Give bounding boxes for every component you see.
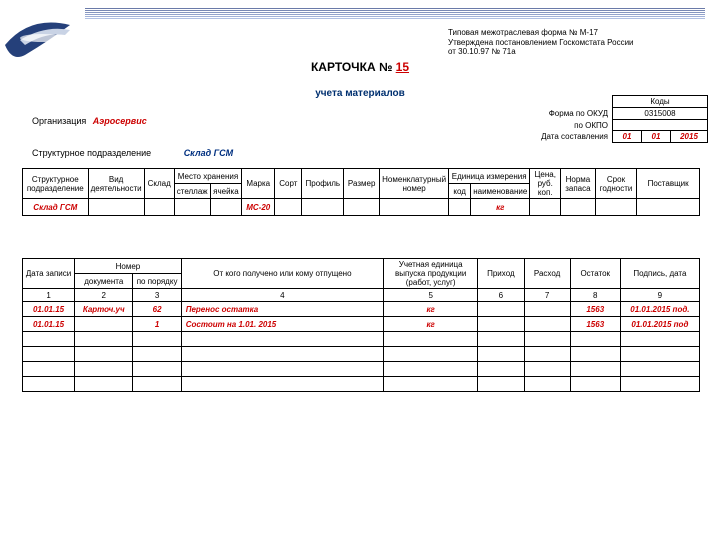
t2-colnum-row: 1 2 3 4 5 6 7 8 9 bbox=[23, 289, 700, 302]
t1-h-dept: Структурное подразделение bbox=[23, 169, 89, 199]
date-month: 01 bbox=[642, 131, 671, 143]
date-day: 01 bbox=[613, 131, 642, 143]
t1-h-brand: Марка bbox=[242, 169, 275, 199]
codes-box: Коды Форма по ОКУД0315008 по ОКПО Дата с… bbox=[536, 95, 708, 143]
movements-table: Дата записи Номер От кого получено или к… bbox=[22, 258, 700, 392]
okud-value: 0315008 bbox=[613, 108, 708, 120]
table-row bbox=[23, 347, 700, 362]
t2-h-unit: Учетная единица выпуска продукции (работ… bbox=[384, 259, 478, 289]
form-ref-line3: от 30.10.97 № 71а bbox=[448, 47, 634, 57]
t2-h-in: Приход bbox=[478, 259, 524, 289]
materials-spec-table: Структурное подразделение Вид деятельнос… bbox=[22, 168, 700, 216]
t1-h-unit: Единица измерения bbox=[449, 169, 530, 184]
t1-h-rack: стеллаж bbox=[174, 184, 210, 199]
form-ref-line1: Типовая межотраслевая форма № М-17 bbox=[448, 28, 634, 38]
t1-h-ucode: код bbox=[449, 184, 471, 199]
t1-h-activity: Вид деятельности bbox=[88, 169, 144, 199]
t2-h-docnum: документа bbox=[75, 274, 133, 289]
table-row bbox=[23, 362, 700, 377]
t2-h-from: От кого получено или кому отпущено bbox=[181, 259, 383, 289]
t1-h-price: Цена, руб. коп. bbox=[530, 169, 561, 199]
t2-h-seq: по порядку bbox=[133, 274, 181, 289]
form-reference: Типовая межотраслевая форма № М-17 Утвер… bbox=[448, 28, 634, 57]
t1-data-row: Склад ГСМ МС-20 кг bbox=[23, 199, 700, 216]
t1-h-size: Размер bbox=[344, 169, 380, 199]
t1-h-uname: наименование bbox=[471, 184, 530, 199]
title-prefix: КАРТОЧКА № bbox=[311, 60, 396, 74]
t1-h-nomen: Номенклатурный номер bbox=[380, 169, 449, 199]
date-year: 2015 bbox=[671, 131, 708, 143]
card-number: 15 bbox=[396, 60, 409, 74]
dept-value: Склад ГСМ bbox=[184, 148, 233, 158]
document-title: КАРТОЧКА № 15 bbox=[0, 60, 720, 74]
t2-h-date: Дата записи bbox=[23, 259, 75, 289]
t1-dept-val: Склад ГСМ bbox=[23, 199, 89, 216]
t1-h-cell: ячейка bbox=[210, 184, 242, 199]
t2-h-balance: Остаток bbox=[570, 259, 620, 289]
t1-h-sort: Сорт bbox=[275, 169, 302, 199]
table-row bbox=[23, 377, 700, 392]
t1-h-storage: Место хранения bbox=[174, 169, 241, 184]
okud-label: Форма по ОКУД bbox=[536, 108, 612, 120]
date-label: Дата составления bbox=[536, 131, 612, 143]
department-line: Структурное подразделение Склад ГСМ bbox=[32, 148, 233, 158]
org-label: Организация bbox=[32, 116, 86, 126]
t1-h-profile: Профиль bbox=[302, 169, 344, 199]
t2-h-out: Расход bbox=[524, 259, 570, 289]
t2-h-sign: Подпись, дата bbox=[620, 259, 699, 289]
table-row: 01.01.15Карточ.уч62Перенос остаткакг1563… bbox=[23, 302, 700, 317]
form-ref-line2: Утверждена постановлением Госкомстата Ро… bbox=[448, 38, 634, 48]
t2-h-number: Номер bbox=[75, 259, 182, 274]
table-row bbox=[23, 332, 700, 347]
organization-line: Организация Аэросервис bbox=[32, 116, 147, 126]
t1-h-warehouse: Склад bbox=[144, 169, 174, 199]
codes-header: Коды bbox=[613, 96, 708, 108]
org-value: Аэросервис bbox=[93, 116, 147, 126]
t1-h-supplier: Поставщик bbox=[637, 169, 700, 199]
dept-label: Структурное подразделение bbox=[32, 148, 151, 158]
t1-h-stock: Норма запаса bbox=[561, 169, 596, 199]
t1-brand-val: МС-20 bbox=[242, 199, 275, 216]
t1-h-expiry: Срок годности bbox=[595, 169, 636, 199]
t1-unit-val: кг bbox=[471, 199, 530, 216]
header-stripes bbox=[85, 8, 705, 20]
okpo-label: по ОКПО bbox=[536, 120, 612, 131]
okpo-value bbox=[613, 120, 708, 131]
table-row: 01.01.151Состоит на 1.01. 2015кг156301.0… bbox=[23, 317, 700, 332]
